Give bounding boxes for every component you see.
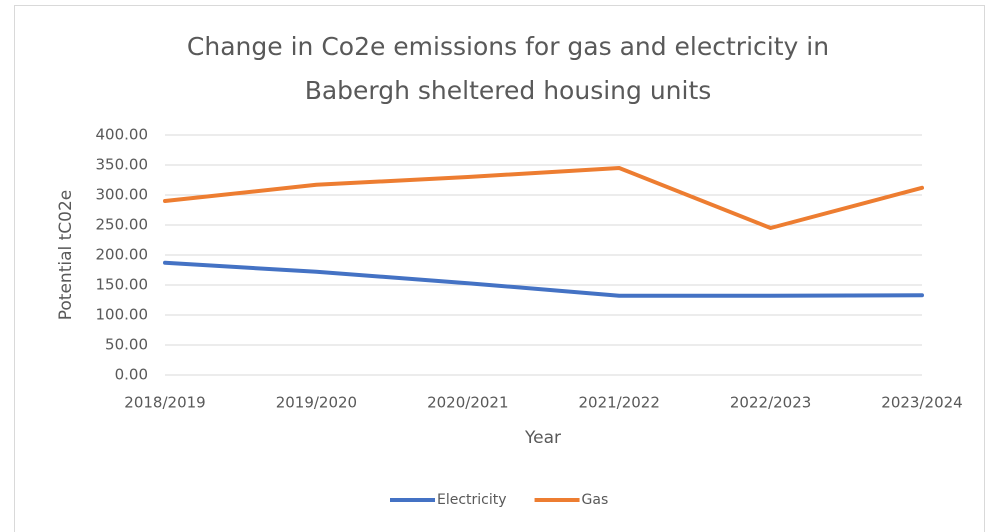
legend-label: Electricity — [437, 492, 507, 508]
y-tick-label: 250.00 — [96, 216, 149, 234]
line-series — [163, 166, 924, 230]
y-tick-label: 350.00 — [96, 156, 149, 174]
x-tick-label: 2019/2020 — [276, 394, 357, 412]
y-tick-label: 100.00 — [96, 306, 149, 324]
x-tick-label: 2021/2022 — [578, 394, 659, 412]
y-tick-label: 300.00 — [96, 186, 149, 204]
chart-title: Change in Co2e emissions for gas and ele… — [187, 32, 829, 61]
chart-frame — [14, 5, 985, 532]
legend-label: Gas — [582, 492, 609, 508]
x-tick-label: 2020/2021 — [427, 394, 508, 412]
y-tick-label: 150.00 — [96, 276, 149, 294]
y-tick-label: 50.00 — [105, 336, 148, 354]
line-series — [163, 260, 924, 298]
y-axis-title: Potential tC02e — [56, 190, 76, 321]
x-tick-label: 2023/2024 — [881, 394, 962, 412]
y-tick-label: 400.00 — [96, 126, 149, 144]
x-tick-label: 2018/2019 — [124, 394, 205, 412]
x-axis-title: Year — [524, 428, 561, 448]
y-tick-label: 0.00 — [115, 366, 148, 384]
chart-title: Babergh sheltered housing units — [305, 76, 712, 105]
y-tick-label: 200.00 — [96, 246, 149, 264]
x-tick-label: 2022/2023 — [730, 394, 811, 412]
